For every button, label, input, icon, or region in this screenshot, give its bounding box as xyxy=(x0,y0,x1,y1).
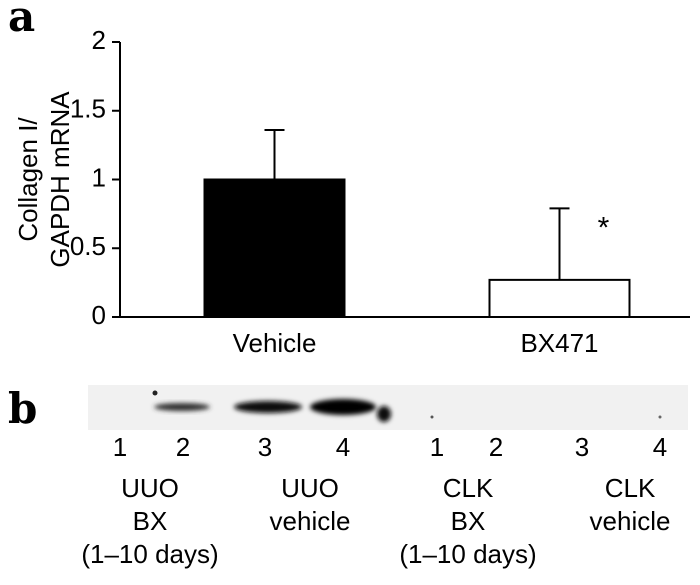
lane-group-label: UUO xyxy=(281,473,339,503)
y-tick-label: 0 xyxy=(92,300,106,330)
blot-image xyxy=(88,385,688,430)
y-tick-label: 0.5 xyxy=(70,231,106,261)
x-tick-label: Vehicle xyxy=(233,328,317,358)
annotation: * xyxy=(598,212,610,245)
lane-group-label: CLK xyxy=(443,473,494,503)
lane-number: 4 xyxy=(653,432,667,462)
lane-group-label: vehicle xyxy=(590,506,671,536)
y-axis-label: Collagen I/ xyxy=(13,117,43,242)
lane-group-label: (1–10 days) xyxy=(399,539,536,569)
lane-number: 1 xyxy=(430,432,444,462)
lane-number: 2 xyxy=(176,432,190,462)
lane-group-label: CLK xyxy=(605,473,656,503)
lane-number: 2 xyxy=(489,432,503,462)
y-tick-label: 2 xyxy=(92,25,106,55)
lane-group-label: vehicle xyxy=(270,506,351,536)
x-tick-label: BX471 xyxy=(520,328,598,358)
lane-group-label: BX xyxy=(451,506,486,536)
panel-label: b xyxy=(8,384,37,433)
lane-group-label: BX xyxy=(133,506,168,536)
bar xyxy=(203,178,346,318)
lane-number: 3 xyxy=(575,432,589,462)
y-tick-label: 1.5 xyxy=(70,94,106,124)
y-axis-label: GAPDH mRNA xyxy=(45,91,75,268)
bar xyxy=(488,278,631,318)
lane-number: 3 xyxy=(258,432,272,462)
lane-number: 4 xyxy=(336,432,350,462)
lane-group-label: (1–10 days) xyxy=(81,539,218,569)
y-tick-label: 1 xyxy=(92,162,106,192)
lane-number: 1 xyxy=(113,432,127,462)
panel-label: a xyxy=(8,0,35,41)
lane-group-label: UUO xyxy=(121,473,179,503)
